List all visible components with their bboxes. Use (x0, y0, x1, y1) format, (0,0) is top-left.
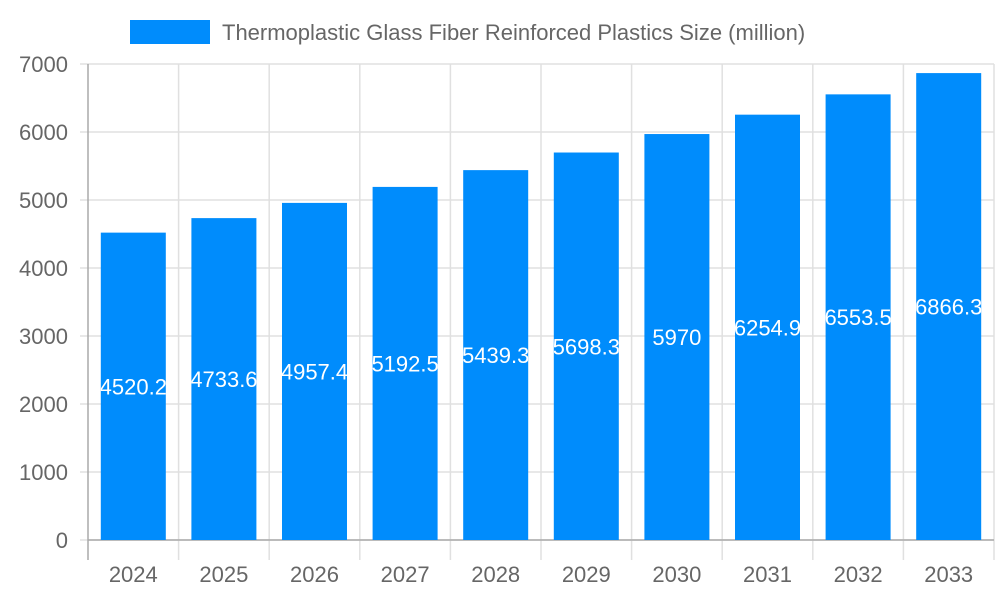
x-tick-label: 2029 (562, 562, 611, 587)
y-tick-label: 6000 (19, 120, 68, 145)
data-label: 5698.3 (553, 334, 620, 359)
legend[interactable]: Thermoplastic Glass Fiber Reinforced Pla… (130, 20, 805, 45)
bar (372, 186, 438, 540)
x-tick-label: 2033 (924, 562, 973, 587)
data-label: 5192.5 (371, 351, 438, 376)
x-tick-label: 2026 (290, 562, 339, 587)
bar (100, 232, 166, 540)
x-tick-label: 2032 (834, 562, 883, 587)
x-tick-label: 2027 (381, 562, 430, 587)
data-label: 5970 (652, 325, 701, 350)
legend-label: Thermoplastic Glass Fiber Reinforced Pla… (222, 20, 805, 45)
y-tick-label: 7000 (19, 52, 68, 77)
bar (553, 152, 619, 540)
x-tick-label: 2024 (109, 562, 158, 587)
y-tick-label: 0 (56, 528, 68, 553)
legend-swatch (130, 20, 210, 44)
y-tick-label: 5000 (19, 188, 68, 213)
data-label: 4733.6 (190, 367, 257, 392)
bar (644, 134, 710, 541)
x-tick-label: 2028 (471, 562, 520, 587)
bar (191, 218, 257, 540)
bar (735, 114, 800, 540)
x-tick-label: 2030 (652, 562, 701, 587)
y-tick-label: 4000 (19, 256, 68, 281)
bar (282, 202, 347, 541)
data-label: 6254.9 (734, 315, 801, 340)
bar (916, 73, 982, 540)
data-label: 5439.3 (462, 343, 529, 368)
grid (80, 63, 995, 560)
y-tick-label: 1000 (19, 460, 68, 485)
y-tick-label: 2000 (19, 392, 68, 417)
data-label: 6553.5 (824, 305, 891, 330)
x-tick-label: 2031 (743, 562, 792, 587)
data-label: 4520.2 (100, 374, 167, 399)
axes: 0 1000 2000 3000 4000 5000 6000 7000 2024 2025 202… (19, 52, 994, 587)
bar (825, 94, 891, 540)
data-label: 4957.4 (281, 359, 348, 384)
x-tick-label: 2025 (199, 562, 248, 587)
bar (463, 170, 529, 540)
bars: 4520.2 4733.6 4957.4 5192.5 5439.3 5698.3 5970… (100, 73, 982, 541)
data-label: 6866.3 (915, 295, 982, 320)
y-tick-label: 3000 (19, 324, 68, 349)
